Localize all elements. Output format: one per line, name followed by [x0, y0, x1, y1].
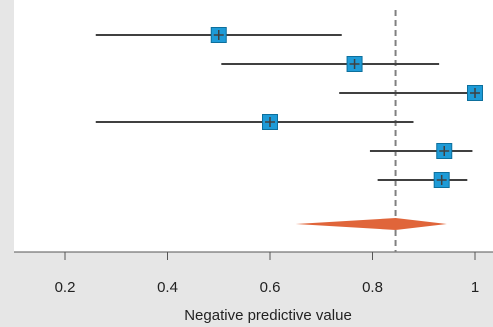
pooled-estimate-diamond: [295, 218, 447, 230]
study-row: [377, 172, 468, 188]
study-row: [95, 27, 342, 43]
study-row: [221, 56, 440, 72]
x-tick-label: 0.2: [55, 279, 76, 296]
x-axis-label: Negative predictive value: [184, 307, 352, 324]
x-tick-label: 0.4: [157, 279, 178, 296]
x-tick-label: 1: [471, 279, 479, 296]
x-tick-label: 0.8: [362, 279, 383, 296]
study-row: [95, 114, 414, 130]
study-row: [339, 85, 483, 101]
plot-area: [14, 0, 493, 252]
x-tick-label: 0.6: [260, 279, 281, 296]
study-row: [369, 143, 473, 159]
